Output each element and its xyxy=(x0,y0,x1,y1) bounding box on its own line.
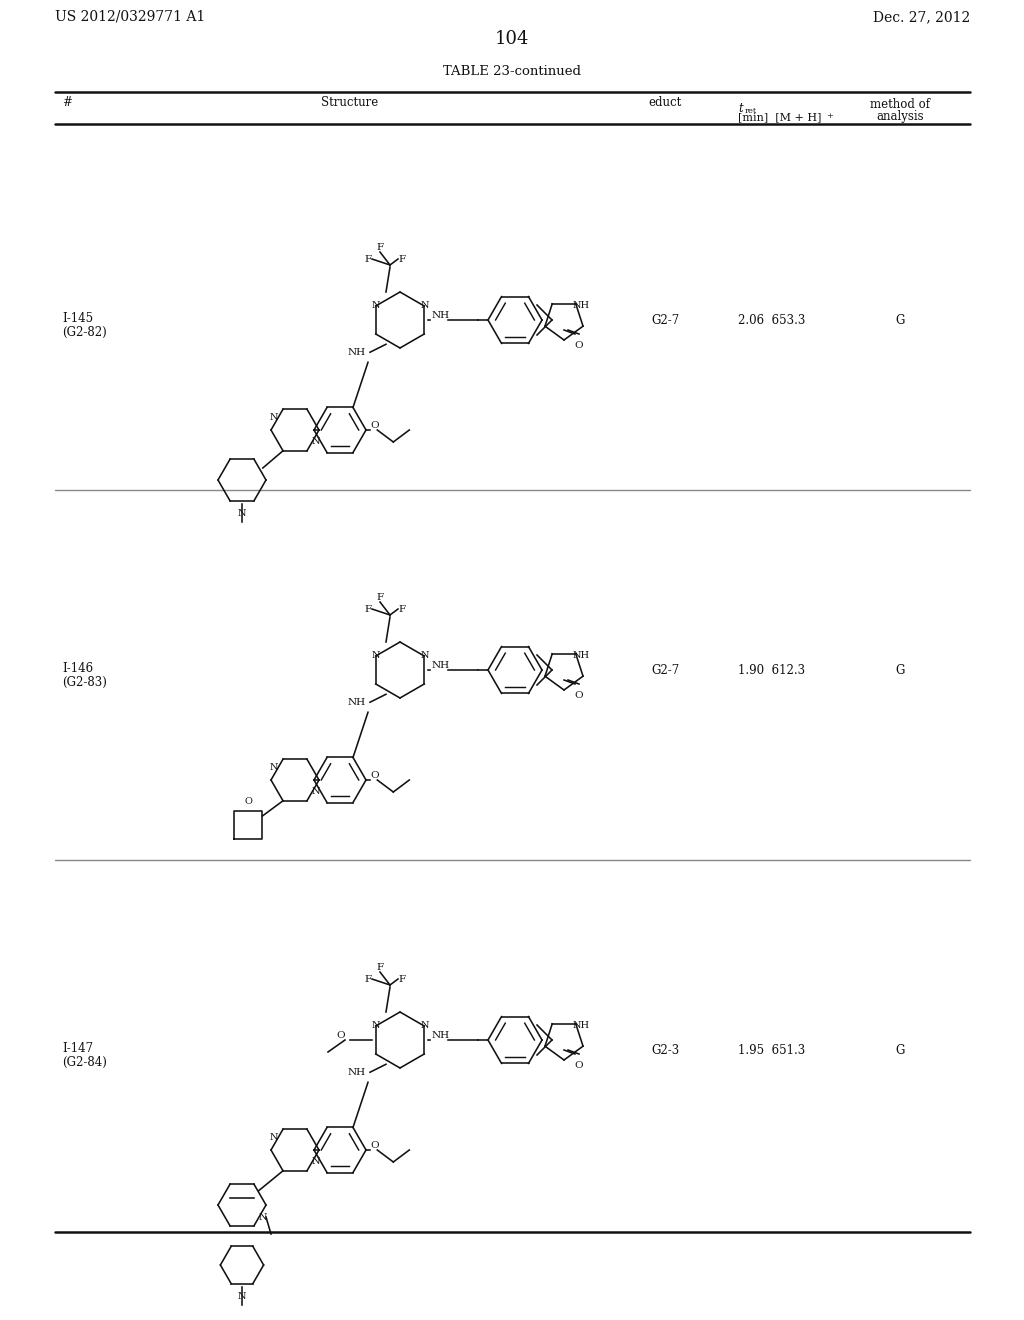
Text: N: N xyxy=(312,1158,321,1167)
Text: F: F xyxy=(398,605,406,614)
Text: NH: NH xyxy=(572,651,590,660)
Text: NH: NH xyxy=(348,347,366,356)
Text: method of: method of xyxy=(870,98,930,111)
Text: Structure: Structure xyxy=(322,96,379,110)
Text: Dec. 27, 2012: Dec. 27, 2012 xyxy=(872,11,970,24)
Text: N: N xyxy=(238,510,246,517)
Text: F: F xyxy=(377,243,384,252)
Text: (G2-83): (G2-83) xyxy=(62,676,106,689)
Text: N: N xyxy=(421,1022,429,1031)
Text: 2.06  653.3: 2.06 653.3 xyxy=(738,314,805,326)
Text: F: F xyxy=(398,255,406,264)
Text: G2-3: G2-3 xyxy=(651,1044,679,1056)
Text: O: O xyxy=(371,771,379,780)
Text: F: F xyxy=(398,974,406,983)
Text: N: N xyxy=(269,413,279,422)
Text: 1.90  612.3: 1.90 612.3 xyxy=(738,664,805,676)
Text: N: N xyxy=(371,1022,380,1031)
Text: N: N xyxy=(371,301,380,310)
Text: (G2-82): (G2-82) xyxy=(62,326,106,339)
Text: N: N xyxy=(421,301,429,310)
Text: G: G xyxy=(895,664,904,676)
Text: G2-7: G2-7 xyxy=(651,664,679,676)
Text: I-146: I-146 xyxy=(62,663,93,675)
Text: I-145: I-145 xyxy=(62,312,93,325)
Text: N: N xyxy=(421,652,429,660)
Text: N: N xyxy=(238,1291,246,1300)
Text: 104: 104 xyxy=(495,30,529,48)
Text: F: F xyxy=(365,605,372,614)
Text: O: O xyxy=(574,341,584,350)
Text: F: F xyxy=(377,593,384,602)
Text: F: F xyxy=(365,255,372,264)
Text: [min]  [M + H]: [min] [M + H] xyxy=(738,112,821,121)
Text: N: N xyxy=(371,652,380,660)
Text: NH: NH xyxy=(432,1031,451,1040)
Text: N: N xyxy=(259,1213,267,1221)
Text: ret: ret xyxy=(745,107,758,115)
Text: O: O xyxy=(244,796,252,805)
Text: t: t xyxy=(738,102,742,115)
Text: +: + xyxy=(826,112,833,120)
Text: O: O xyxy=(371,1142,379,1151)
Text: O: O xyxy=(574,1061,584,1071)
Text: G: G xyxy=(895,314,904,326)
Text: N: N xyxy=(269,1134,279,1143)
Text: G: G xyxy=(895,1044,904,1056)
Text: analysis: analysis xyxy=(877,110,924,123)
Text: O: O xyxy=(574,690,584,700)
Text: NH: NH xyxy=(432,312,451,321)
Text: US 2012/0329771 A1: US 2012/0329771 A1 xyxy=(55,11,205,24)
Text: O: O xyxy=(336,1031,345,1040)
Text: N: N xyxy=(312,788,321,796)
Text: F: F xyxy=(377,962,384,972)
Text: (G2-84): (G2-84) xyxy=(62,1056,106,1069)
Text: #: # xyxy=(62,96,72,110)
Text: 1.95  651.3: 1.95 651.3 xyxy=(738,1044,805,1056)
Text: N: N xyxy=(312,437,321,446)
Text: F: F xyxy=(365,974,372,983)
Text: NH: NH xyxy=(432,661,451,671)
Text: G2-7: G2-7 xyxy=(651,314,679,326)
Text: NH: NH xyxy=(348,698,366,706)
Text: I-147: I-147 xyxy=(62,1041,93,1055)
Text: NH: NH xyxy=(572,301,590,309)
Text: TABLE 23-continued: TABLE 23-continued xyxy=(443,65,581,78)
Text: N: N xyxy=(269,763,279,772)
Text: educt: educt xyxy=(648,96,682,110)
Text: NH: NH xyxy=(572,1020,590,1030)
Text: NH: NH xyxy=(348,1068,366,1077)
Text: O: O xyxy=(371,421,379,430)
